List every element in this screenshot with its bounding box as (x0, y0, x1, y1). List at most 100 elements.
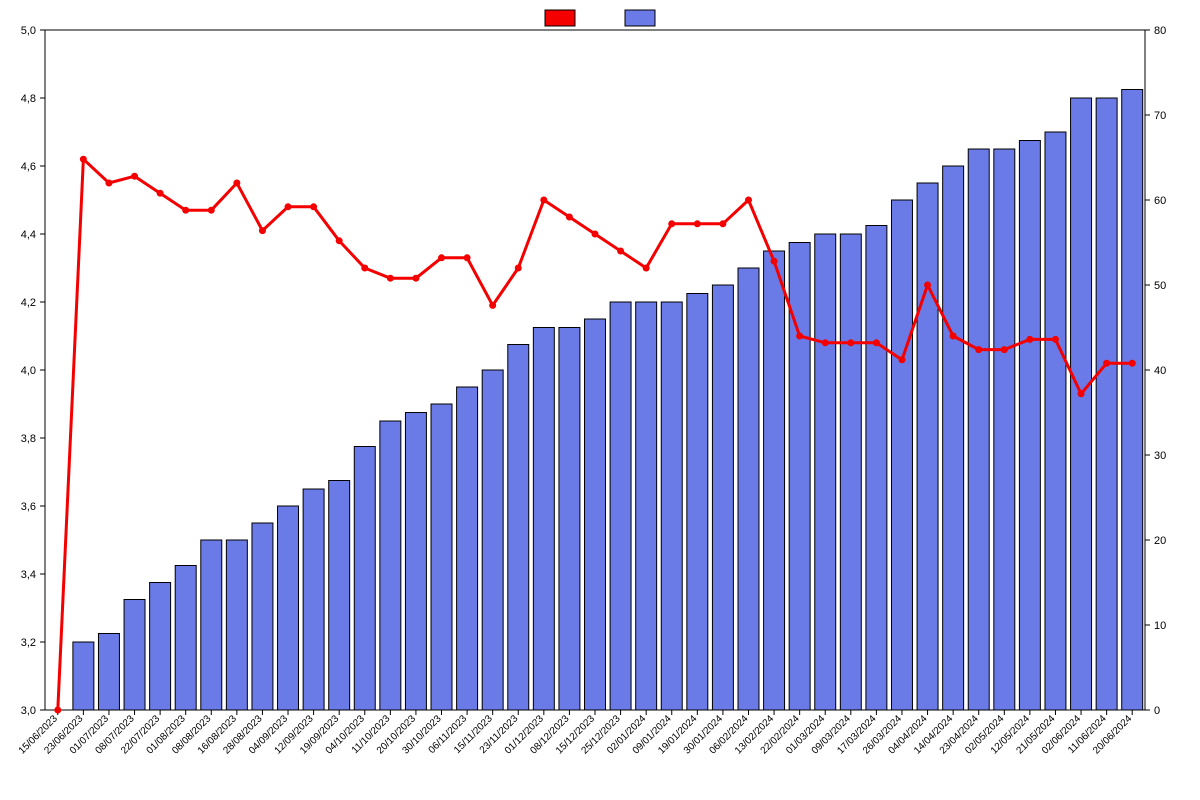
bar (610, 302, 631, 710)
line-marker (643, 265, 650, 272)
bar (201, 540, 222, 710)
bar (226, 540, 247, 710)
bar (661, 302, 682, 710)
line-marker (310, 203, 317, 210)
bar (943, 166, 964, 710)
bar (1122, 90, 1143, 711)
right-tick-label: 70 (1154, 110, 1166, 122)
line-marker (617, 248, 624, 255)
line-marker (182, 207, 189, 214)
line-marker (387, 275, 394, 282)
right-tick-label: 60 (1154, 195, 1166, 207)
combo-chart: 3,0 3,2 3,4 3,6 3,8 4,0 4,2 4,4 4,6 4,8 5,0 0 10 20 30… (0, 0, 1200, 800)
line-marker (796, 333, 803, 340)
line-marker (1078, 390, 1085, 397)
bar (840, 234, 861, 710)
bar (150, 583, 171, 711)
line-marker (592, 231, 599, 238)
line-marker (157, 190, 164, 197)
bar (636, 302, 657, 710)
bar (354, 447, 375, 711)
left-tick-label: 3,4 (21, 569, 36, 581)
right-tick-label: 40 (1154, 365, 1166, 377)
left-tick-label: 3,2 (21, 637, 36, 649)
bar (329, 481, 350, 711)
line-marker (208, 207, 215, 214)
line-marker (1026, 336, 1033, 343)
line-marker (259, 227, 266, 234)
line-marker (950, 333, 957, 340)
line-marker (719, 220, 726, 227)
line-marker (898, 356, 905, 363)
left-tick-label: 3,8 (21, 433, 36, 445)
line-marker (1001, 346, 1008, 353)
bar (431, 404, 452, 710)
left-tick-label: 4,6 (21, 161, 36, 173)
line-marker (361, 265, 368, 272)
line-marker (105, 180, 112, 187)
line-marker (694, 220, 701, 227)
bar (559, 328, 580, 711)
left-tick-label: 4,4 (21, 229, 36, 241)
bar (738, 268, 759, 710)
line-marker (822, 339, 829, 346)
bar (1071, 98, 1092, 710)
bar (303, 489, 324, 710)
bar (278, 506, 299, 710)
legend-swatch (545, 10, 575, 26)
line-marker (1103, 360, 1110, 367)
right-tick-label: 80 (1154, 25, 1166, 37)
bar (764, 251, 785, 710)
bar (917, 183, 938, 710)
bar (533, 328, 554, 711)
line-marker (540, 197, 547, 204)
line-marker (54, 707, 61, 714)
bar (457, 387, 478, 710)
left-tick-label: 3,6 (21, 501, 36, 513)
line-marker (515, 265, 522, 272)
left-tick-label: 4,8 (21, 93, 36, 105)
line-marker (873, 339, 880, 346)
bar (712, 285, 733, 710)
bar (866, 226, 887, 711)
bar (98, 634, 119, 711)
line-marker (847, 339, 854, 346)
left-tick-label: 3,0 (21, 705, 36, 717)
bar (585, 319, 606, 710)
bar (1045, 132, 1066, 710)
line-marker (668, 220, 675, 227)
line-marker (924, 282, 931, 289)
line-marker (771, 258, 778, 265)
left-tick-label: 5,0 (21, 25, 36, 37)
left-tick-label: 4,2 (21, 297, 36, 309)
bar (405, 413, 426, 711)
line-marker (464, 254, 471, 261)
bar (380, 421, 401, 710)
bar (687, 294, 708, 711)
line-marker (489, 302, 496, 309)
line-marker (80, 156, 87, 163)
bar (252, 523, 273, 710)
bar (124, 600, 145, 711)
right-tick-label: 10 (1154, 620, 1166, 632)
legend-swatch (625, 10, 655, 26)
line-marker (1052, 336, 1059, 343)
bar (175, 566, 196, 711)
bar (994, 149, 1015, 710)
bar (1096, 98, 1117, 710)
line-marker (336, 237, 343, 244)
bar (891, 200, 912, 710)
bar (73, 642, 94, 710)
right-tick-label: 50 (1154, 280, 1166, 292)
left-tick-label: 4,0 (21, 365, 36, 377)
line-marker (1129, 360, 1136, 367)
right-tick-label: 0 (1154, 705, 1160, 717)
bar (1019, 141, 1040, 711)
line-marker (566, 214, 573, 221)
right-tick-label: 30 (1154, 450, 1166, 462)
bar (815, 234, 836, 710)
line-marker (438, 254, 445, 261)
bar (482, 370, 503, 710)
line-marker (285, 203, 292, 210)
right-tick-label: 20 (1154, 535, 1166, 547)
